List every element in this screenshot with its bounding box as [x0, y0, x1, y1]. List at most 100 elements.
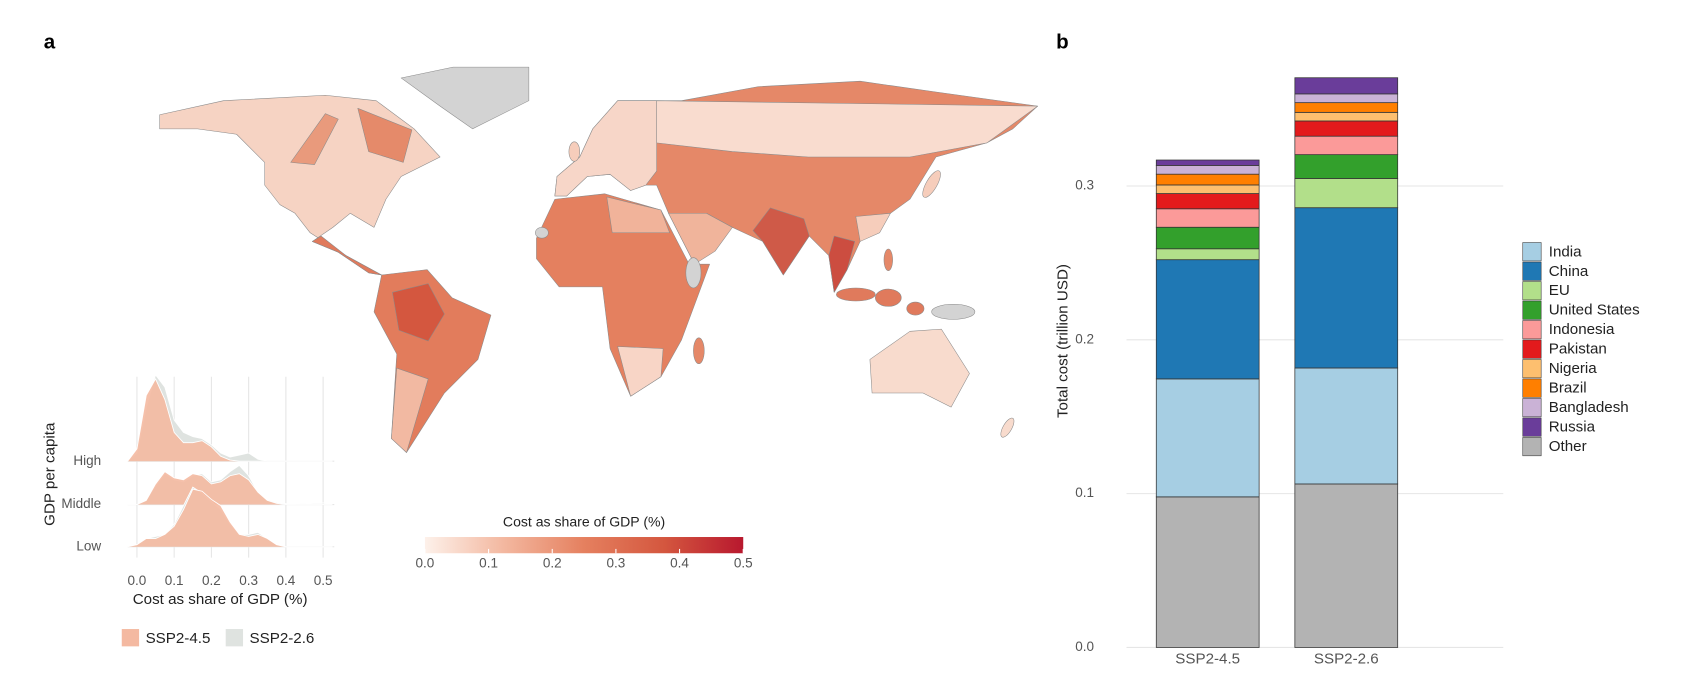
- legend-label: SSP2-4.5: [146, 630, 211, 647]
- legend-label: United States: [1549, 302, 1640, 319]
- legend-label: SSP2-2.6: [250, 630, 315, 647]
- bar-segment: [1155, 173, 1260, 186]
- x-tick-label: 0.2: [202, 573, 221, 588]
- legend-label: Indonesia: [1549, 321, 1615, 338]
- bar-segment: [1294, 178, 1399, 209]
- madagascar: [693, 337, 705, 365]
- bar-segment: [1155, 193, 1260, 210]
- legend-label: Brazil: [1549, 380, 1587, 397]
- legend-swatch: [1522, 281, 1542, 301]
- southern-africa: [617, 346, 664, 397]
- colorbar-tick-label: 0.1: [479, 556, 498, 571]
- bar-segment: [1155, 248, 1260, 261]
- x-tick-label: SSP2-2.6: [1314, 650, 1379, 667]
- india: [752, 207, 810, 276]
- greenland: [400, 66, 530, 130]
- y-tick-label: High: [73, 453, 101, 468]
- legend-label: Nigeria: [1549, 360, 1598, 377]
- colorbar-title: Cost as share of GDP (%): [503, 514, 665, 530]
- legend-swatch: [1522, 359, 1542, 379]
- canada-region: [290, 113, 339, 165]
- bar-segment: [1294, 135, 1399, 156]
- density-area: [127, 471, 333, 505]
- colorbar-tick-label: 0.4: [670, 556, 689, 571]
- y-tick-label: Low: [76, 538, 101, 553]
- legend-swatch: [121, 629, 140, 647]
- legend-swatch: [1522, 261, 1542, 281]
- y-tick-label: 0.2: [1075, 331, 1094, 346]
- x-axis-label: Cost as share of GDP (%): [133, 591, 308, 608]
- colorbar-tick-label: 0.5: [734, 556, 753, 571]
- bar-segment: [1155, 259, 1260, 380]
- colorbar: [424, 537, 744, 554]
- legend-swatch: [1522, 320, 1542, 340]
- bar-segment: [1155, 226, 1260, 250]
- x-tick-label: SSP2-4.5: [1175, 650, 1240, 667]
- panel-label: b: [1056, 31, 1069, 54]
- borneo: [875, 288, 902, 307]
- x-tick-label: 0.4: [276, 573, 295, 588]
- legend-swatch: [1522, 242, 1542, 262]
- y-tick-label: 0.3: [1075, 178, 1094, 193]
- europe: [554, 100, 657, 197]
- uk: [568, 141, 581, 162]
- y-tick-label: Middle: [61, 496, 101, 511]
- colorbar-tick-label: 0.2: [543, 556, 562, 571]
- legend-swatch: [1522, 398, 1542, 418]
- y-tick-label: 0.1: [1075, 485, 1094, 500]
- bar-segment: [1294, 154, 1399, 179]
- bar-segment: [1155, 496, 1260, 648]
- density-area: [127, 488, 333, 548]
- western-sahara: [535, 227, 549, 239]
- japan: [922, 170, 941, 198]
- panel-label: a: [44, 31, 56, 54]
- colorbar-tick-label: 0.3: [607, 556, 626, 571]
- legend-label: Other: [1549, 438, 1587, 455]
- legend-label: Pakistan: [1549, 341, 1607, 358]
- bar-segment: [1155, 159, 1260, 166]
- amazon: [392, 283, 445, 342]
- bar-segment: [1294, 93, 1399, 104]
- x-tick-label: 0.0: [128, 573, 147, 588]
- southern-cone: [391, 367, 429, 453]
- colorbar-ticks: 0.0 0.1 0.2 0.3 0.4 0.5: [416, 548, 753, 571]
- colorbar-tick-label: 0.0: [416, 556, 435, 571]
- bar-segment: [1294, 207, 1399, 369]
- y-axis-label: GDP per capita: [41, 422, 58, 526]
- x-tick-label: 0.1: [165, 573, 184, 588]
- legend-label: China: [1549, 263, 1589, 280]
- stacked-bar-chart: 0.0 0.1 0.2 0.3 SSP2-4.5 SSP2-2.6 Total cost (…: [1055, 77, 1640, 667]
- southeast-asia: [828, 235, 856, 293]
- sulawesi: [906, 301, 925, 316]
- y-tick-label: 0.0: [1075, 639, 1094, 654]
- australia: [869, 328, 970, 408]
- bar-segment: [1294, 367, 1399, 485]
- legend-label: EU: [1549, 282, 1570, 299]
- north-america: [159, 95, 441, 276]
- x-tick-label: 0.3: [239, 573, 258, 588]
- africa: [536, 193, 710, 397]
- quebec: [357, 107, 413, 163]
- bar-segment: [1155, 165, 1260, 175]
- legend-label: Bangladesh: [1549, 399, 1629, 416]
- east-china: [855, 213, 891, 242]
- bar-segment: [1155, 184, 1260, 194]
- legend-label: Russia: [1549, 419, 1596, 436]
- bar-segment: [1294, 77, 1399, 95]
- russia: [656, 100, 1038, 158]
- bar-segment: [1155, 208, 1260, 228]
- bar-segment: [1155, 378, 1260, 498]
- bar-segment: [1294, 102, 1399, 113]
- bar-segment: [1294, 120, 1399, 137]
- legend-swatch: [1522, 378, 1542, 398]
- philippines: [883, 248, 893, 271]
- legend-swatch: [1522, 300, 1542, 320]
- new-guinea: [931, 303, 976, 320]
- bar-segment: [1294, 111, 1399, 122]
- ridgeline-chart: 0.0 0.1 0.2 0.3 0.4 0.5 High Middle Low Cost as s…: [41, 373, 335, 647]
- world-map: [159, 66, 1038, 453]
- density-area: [127, 377, 333, 462]
- somalia: [685, 257, 702, 289]
